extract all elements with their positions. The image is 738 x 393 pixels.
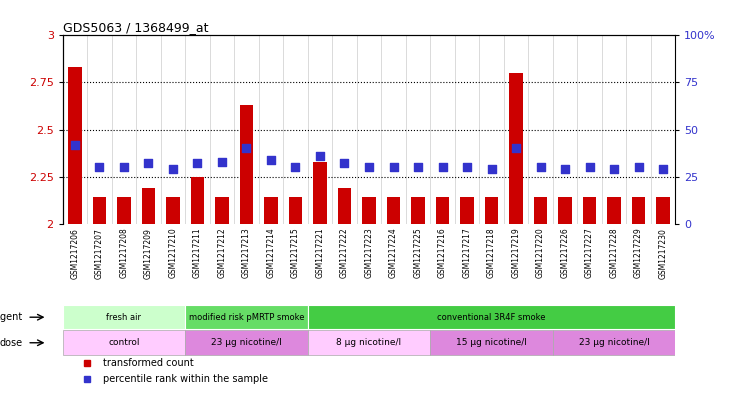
Text: GSM1217230: GSM1217230: [658, 228, 667, 279]
Point: [387, 164, 399, 170]
Text: GSM1217229: GSM1217229: [634, 228, 643, 279]
Text: fresh air: fresh air: [106, 313, 142, 322]
Bar: [435, 197, 449, 224]
Point: [94, 164, 106, 170]
Bar: [558, 197, 572, 224]
Text: 8 μg nicotine/l: 8 μg nicotine/l: [337, 338, 401, 347]
Text: GSM1217218: GSM1217218: [487, 228, 496, 278]
Bar: [166, 197, 180, 224]
Text: GSM1217207: GSM1217207: [95, 228, 104, 279]
Text: 15 μg nicotine/l: 15 μg nicotine/l: [456, 338, 527, 347]
Text: GSM1217228: GSM1217228: [610, 228, 618, 278]
Text: GSM1217213: GSM1217213: [242, 228, 251, 279]
Point: [534, 164, 546, 170]
Text: GSM1217227: GSM1217227: [585, 228, 594, 279]
Text: agent: agent: [0, 312, 23, 322]
Text: GSM1217219: GSM1217219: [511, 228, 520, 279]
Bar: [215, 197, 229, 224]
Point: [167, 166, 179, 172]
Text: GSM1217210: GSM1217210: [168, 228, 177, 279]
Text: GSM1217217: GSM1217217: [463, 228, 472, 279]
Bar: [240, 105, 253, 224]
Text: GSM1217209: GSM1217209: [144, 228, 153, 279]
Point: [412, 164, 424, 170]
Text: 23 μg nicotine/l: 23 μg nicotine/l: [211, 338, 282, 347]
Text: GSM1217220: GSM1217220: [536, 228, 545, 279]
Bar: [63, 305, 185, 329]
Bar: [142, 188, 155, 224]
Text: GSM1217214: GSM1217214: [266, 228, 275, 279]
Bar: [185, 305, 308, 329]
Text: GSM1217226: GSM1217226: [561, 228, 570, 279]
Point: [314, 153, 326, 159]
Text: GSM1217225: GSM1217225: [413, 228, 422, 279]
Text: transformed count: transformed count: [103, 358, 193, 368]
Text: GSM1217211: GSM1217211: [193, 228, 202, 278]
Point: [339, 160, 351, 167]
Point: [289, 164, 301, 170]
Text: GSM1217223: GSM1217223: [365, 228, 373, 279]
Point: [486, 166, 497, 172]
Text: 23 μg nicotine/l: 23 μg nicotine/l: [579, 338, 649, 347]
Text: GSM1217212: GSM1217212: [218, 228, 227, 278]
Text: dose: dose: [0, 338, 23, 348]
Bar: [308, 331, 430, 355]
Bar: [509, 73, 523, 224]
Bar: [656, 197, 670, 224]
Bar: [461, 197, 474, 224]
Bar: [632, 197, 645, 224]
Point: [608, 166, 620, 172]
Point: [461, 164, 473, 170]
Point: [559, 166, 571, 172]
Bar: [93, 197, 106, 224]
Bar: [583, 197, 596, 224]
Text: GSM1217221: GSM1217221: [316, 228, 325, 278]
Bar: [313, 162, 327, 224]
Bar: [534, 197, 548, 224]
Text: GDS5063 / 1368499_at: GDS5063 / 1368499_at: [63, 21, 208, 34]
Bar: [308, 305, 675, 329]
Point: [632, 164, 644, 170]
Text: GSM1217224: GSM1217224: [389, 228, 398, 279]
Bar: [190, 176, 204, 224]
Bar: [338, 188, 351, 224]
Text: conventional 3R4F smoke: conventional 3R4F smoke: [437, 313, 546, 322]
Point: [510, 145, 522, 152]
Text: percentile rank within the sample: percentile rank within the sample: [103, 374, 268, 384]
Bar: [411, 197, 425, 224]
Point: [142, 160, 154, 167]
Bar: [387, 197, 400, 224]
Point: [216, 158, 228, 165]
Bar: [362, 197, 376, 224]
Point: [363, 164, 375, 170]
Text: control: control: [108, 338, 139, 347]
Text: GSM1217222: GSM1217222: [340, 228, 349, 278]
Point: [241, 145, 252, 152]
Point: [118, 164, 130, 170]
Bar: [430, 331, 553, 355]
Bar: [185, 331, 308, 355]
Text: modified risk pMRTP smoke: modified risk pMRTP smoke: [189, 313, 304, 322]
Text: GSM1217216: GSM1217216: [438, 228, 447, 279]
Bar: [264, 197, 277, 224]
Text: GSM1217208: GSM1217208: [120, 228, 128, 279]
Bar: [68, 67, 82, 224]
Bar: [607, 197, 621, 224]
Point: [584, 164, 596, 170]
Point: [192, 160, 204, 167]
Bar: [63, 331, 185, 355]
Bar: [553, 331, 675, 355]
Point: [657, 166, 669, 172]
Bar: [117, 197, 131, 224]
Bar: [485, 197, 498, 224]
Point: [265, 156, 277, 163]
Bar: [289, 197, 303, 224]
Point: [69, 141, 81, 148]
Text: GSM1217206: GSM1217206: [71, 228, 80, 279]
Text: GSM1217215: GSM1217215: [291, 228, 300, 279]
Point: [437, 164, 449, 170]
